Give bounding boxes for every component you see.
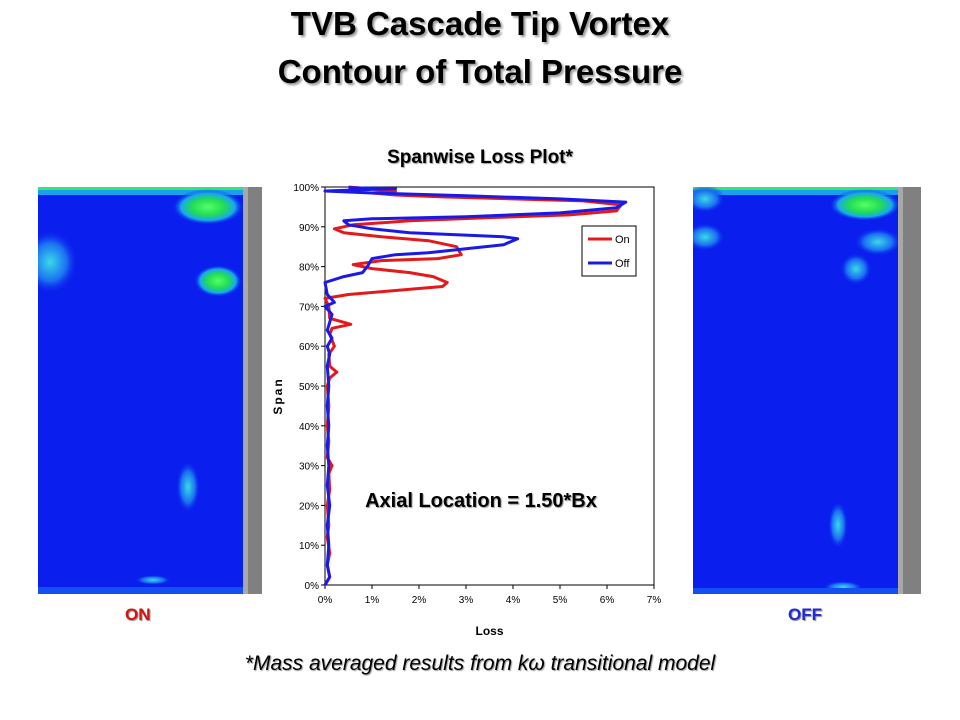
chart-axes: 0% 10% 20% 30% 40% 50% 60% 70% 80% 90% 100% 0% 1% 2% 3… [271, 183, 661, 638]
contour-plot-on [38, 187, 266, 594]
y-tick-label: 90% [299, 223, 319, 234]
x-tick-label: 6% [600, 595, 615, 606]
label-off: OFF [788, 605, 822, 624]
spanwise-loss-chart: 0% 10% 20% 30% 40% 50% 60% 70% 80% 90% 100% 0% 1% 2% 3… [262, 176, 682, 646]
contour-plot-off [693, 187, 921, 594]
y-tick-label: 30% [299, 462, 319, 473]
y-axis-label: Span [271, 377, 285, 414]
axial-location-annotation: Axial Location = 1.50*Bx [365, 490, 597, 512]
footnote: *Mass averaged results from kω transitio… [244, 652, 716, 675]
series-line-off [323, 186, 628, 586]
x-tick-label: 4% [506, 595, 521, 606]
y-tick-label: 80% [299, 263, 319, 274]
legend-label-on: On [615, 234, 630, 246]
chart-legend: On Off [581, 225, 637, 277]
y-tick-label: 20% [299, 501, 319, 512]
chart-title: Spanwise Loss Plot* [387, 147, 573, 168]
series-line-on [323, 185, 623, 586]
y-tick-label: 0% [305, 581, 320, 592]
chart-series [323, 185, 628, 586]
y-tick-label: 60% [299, 342, 319, 353]
x-axis-label: Loss [475, 624, 503, 638]
x-tick-label: 2% [412, 595, 427, 606]
y-tick-label: 40% [299, 422, 319, 433]
x-tick-label: 3% [459, 595, 474, 606]
y-tick-label: 10% [299, 541, 319, 552]
page-title-line2: Contour of Total Pressure [277, 53, 683, 90]
legend-box [581, 225, 637, 277]
x-tick-label: 0% [318, 595, 333, 606]
x-tick-label: 7% [647, 595, 662, 606]
y-tick-label: 70% [299, 302, 319, 313]
x-tick-label: 5% [553, 595, 568, 606]
y-tick-label: 100% [293, 183, 319, 194]
label-on: ON [125, 605, 151, 624]
page-title-line1: TVB Cascade Tip Vortex [290, 5, 670, 42]
y-tick-label: 50% [299, 382, 319, 393]
legend-label-off: Off [615, 258, 630, 270]
x-tick-label: 1% [365, 595, 380, 606]
